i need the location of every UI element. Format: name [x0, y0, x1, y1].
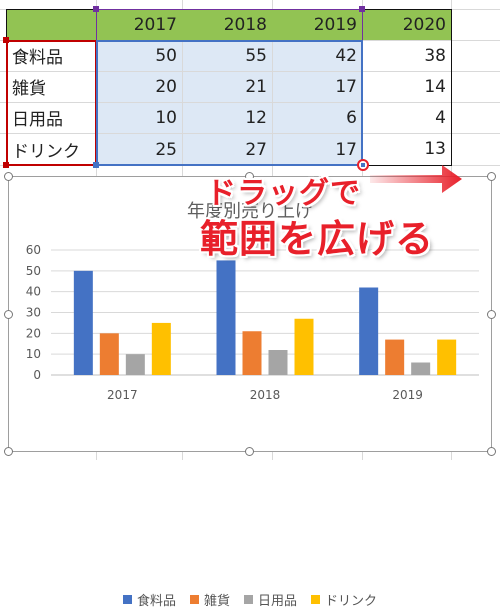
resize-handle-bottom-right[interactable] — [487, 447, 496, 456]
x-tick-label: 2017 — [107, 388, 138, 402]
y-tick-label: 30 — [26, 306, 41, 320]
bar-chart[interactable]: 0 10 20 30 40 50 60 2017 2018 2019 年度別売り上げ 食料品 雑貨 … — [8, 176, 492, 609]
row-label-food[interactable]: 食料品 — [12, 48, 63, 68]
header-cell-2018[interactable]: 2018 — [182, 9, 272, 40]
bar — [242, 331, 262, 375]
data-cell[interactable]: 55 — [183, 41, 272, 71]
resize-handle-top[interactable] — [245, 172, 254, 181]
header-cell-2017[interactable]: 2017 — [96, 9, 182, 40]
bar — [359, 287, 379, 375]
legend-label: 食料品 — [136, 594, 176, 609]
bar — [268, 350, 288, 375]
y-tick-label: 60 — [26, 243, 41, 257]
y-tick-label: 0 — [33, 368, 41, 382]
bar — [151, 322, 171, 375]
chart-legend: 食料品 雑貨 日用品 ドリンク — [9, 590, 491, 609]
legend-item: 雑貨 — [189, 590, 230, 609]
callout-line-1: ドラッグで — [206, 176, 361, 211]
range-handle[interactable] — [3, 162, 9, 168]
range-handle[interactable] — [93, 6, 99, 12]
grid-line — [0, 102, 500, 103]
row-label-drink[interactable]: ドリンク — [12, 141, 80, 162]
bar — [294, 318, 314, 375]
data-cell[interactable]: 13 — [424, 139, 446, 159]
legend-label: ドリンク — [325, 594, 378, 609]
bar — [385, 339, 405, 375]
row-label-goods[interactable]: 雑貨 — [12, 79, 46, 99]
bar — [216, 260, 236, 375]
y-tick-label: 40 — [26, 285, 41, 299]
y-tick-label: 50 — [26, 264, 41, 278]
resize-handle-bottom[interactable] — [245, 447, 254, 456]
resize-handle-left[interactable] — [4, 310, 13, 319]
legend-item: ドリンク — [311, 590, 377, 609]
range-handle[interactable] — [359, 6, 365, 12]
x-tick-label: 2018 — [250, 388, 281, 402]
data-cell[interactable]: 14 — [424, 76, 446, 97]
data-cell[interactable]: 6 — [273, 103, 362, 133]
y-tick-label: 20 — [26, 326, 41, 340]
data-cell[interactable]: 17 — [273, 134, 362, 165]
resize-handle-top-right[interactable] — [487, 172, 496, 181]
drag-handle-highlight[interactable] — [357, 159, 369, 171]
resize-handle-top-left[interactable] — [4, 172, 13, 181]
data-cell[interactable]: 17 — [273, 72, 362, 102]
resize-handle-bottom-left[interactable] — [4, 447, 13, 456]
grid-line — [0, 133, 500, 134]
legend-swatch — [311, 595, 321, 604]
data-cell[interactable]: 12 — [183, 103, 272, 133]
data-cell[interactable]: 27 — [183, 134, 272, 165]
range-handle[interactable] — [3, 37, 9, 43]
bar — [73, 270, 93, 375]
range-handle[interactable] — [93, 162, 99, 168]
header-cell-2019[interactable]: 2019 — [272, 9, 362, 40]
series-name-range — [96, 9, 363, 41]
legend-swatch — [244, 595, 253, 604]
row-label-daily[interactable]: 日用品 — [12, 110, 63, 130]
category-range — [6, 40, 97, 166]
legend-label: 日用品 — [258, 594, 298, 609]
bar — [125, 354, 145, 375]
data-range — [96, 40, 363, 166]
legend-label: 雑貨 — [203, 594, 230, 609]
y-tick-label: 10 — [26, 347, 41, 361]
header-corner-cell[interactable] — [6, 9, 96, 40]
data-cell[interactable]: 10 — [97, 103, 182, 133]
resize-handle-right[interactable] — [487, 310, 496, 319]
legend-swatch — [189, 595, 199, 604]
callout-line-2: 範囲を広げる — [200, 217, 435, 261]
bar — [99, 333, 119, 375]
legend-item: 食料品 — [122, 590, 176, 609]
bar — [437, 339, 457, 375]
legend-swatch — [122, 595, 132, 604]
data-cell[interactable]: 42 — [273, 41, 362, 71]
legend-item: 日用品 — [244, 590, 297, 609]
x-tick-label: 2019 — [392, 388, 423, 402]
data-cell[interactable]: 25 — [97, 134, 182, 165]
data-cell[interactable]: 4 — [435, 107, 446, 128]
chart-svg: 0 10 20 30 40 50 60 2017 2018 2019 年度別売り上げ — [26, 201, 479, 402]
data-cell[interactable]: 50 — [97, 41, 182, 71]
chart-title: 年度別売り上げ — [187, 201, 313, 222]
spreadsheet-grid[interactable]: 2017 2018 2019 2020 食料品 雑貨 日用品 ドリンク 50 5… — [0, 0, 500, 460]
data-cell[interactable]: 21 — [183, 72, 272, 102]
drag-arrow-icon — [370, 165, 462, 193]
header-cell-2020[interactable]: 2020 — [362, 9, 451, 40]
data-cell[interactable]: 20 — [97, 72, 182, 102]
bar — [411, 362, 431, 375]
grid-line — [0, 71, 500, 72]
data-cell[interactable]: 38 — [424, 45, 446, 66]
